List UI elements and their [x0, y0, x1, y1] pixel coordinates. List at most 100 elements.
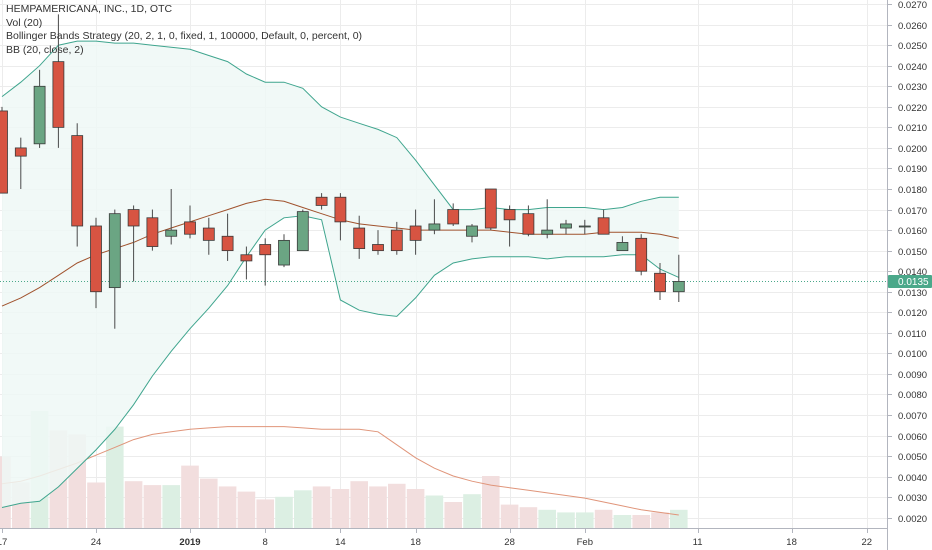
bollinger-lower-band [1, 215, 680, 508]
price-tick-label: 0.0150 [898, 247, 927, 258]
candlesticks [0, 14, 685, 329]
volume-bar [106, 426, 124, 528]
last-price-tag: 0.0135 [888, 275, 932, 288]
candle [522, 205, 535, 237]
time-tick-label: 2019 [179, 537, 200, 548]
candle-body [221, 235, 234, 252]
time-tick-label: 17 [0, 537, 7, 548]
volume-bar [576, 512, 594, 528]
candle-body [522, 213, 535, 235]
price-axis[interactable]: 0.0270 0.0260 0.0250 0.0240 0.0230 0.0220 0.02… [888, 0, 927, 525]
price-tick-label: 0.0170 [898, 206, 927, 217]
candle [259, 238, 272, 286]
candle-body [14, 147, 27, 157]
candle-body [165, 229, 178, 237]
candle [560, 219, 572, 235]
candle [578, 219, 591, 235]
candle-body [635, 237, 648, 272]
price-tick-label: 0.0100 [898, 349, 927, 360]
price-tick-label: 0.0140 [898, 267, 927, 278]
time-tick-label: 18 [786, 537, 797, 548]
candle [654, 262, 666, 300]
price-tick-label: 0.0190 [898, 164, 927, 175]
price-tick-label: 0.0040 [898, 473, 927, 484]
candle [108, 209, 121, 329]
price-tick-label: 0.0210 [898, 123, 927, 134]
volume-bar [651, 512, 669, 528]
candle-body [71, 135, 84, 227]
candle [33, 69, 46, 148]
candle [428, 199, 441, 235]
candle [165, 189, 178, 245]
candle [616, 236, 629, 252]
price-tick-label: 0.0130 [898, 288, 927, 299]
price-tick-label: 0.0240 [898, 62, 927, 73]
price-tick-label: 0.0060 [898, 432, 927, 443]
candle [635, 234, 648, 276]
volume-bar [388, 483, 406, 528]
candle-body [146, 217, 159, 247]
volume-bar [331, 489, 350, 528]
candle [334, 193, 347, 241]
volume-bar [406, 489, 425, 528]
candle-body [672, 281, 685, 293]
price-tick-label: 0.0020 [898, 514, 927, 525]
symbol-title[interactable]: HEMPAMERICANA, INC., 1D, OTC [6, 3, 173, 15]
candle-body [484, 188, 497, 229]
volume-bar [444, 502, 462, 528]
candle [278, 234, 290, 268]
volume-bar [613, 515, 632, 528]
candle-body [409, 225, 422, 241]
price-tick-label: 0.0070 [898, 411, 927, 422]
candle [503, 205, 516, 247]
candle [672, 254, 685, 303]
time-tick-label: 14 [335, 537, 346, 548]
candle-body [202, 227, 215, 241]
candle [90, 217, 102, 309]
candle-body [616, 242, 629, 252]
volume-bar [200, 478, 218, 528]
candle-body [428, 223, 441, 231]
candle-body [447, 209, 460, 225]
volume-bar [181, 465, 199, 528]
volume-bar [594, 509, 613, 528]
candle [296, 209, 309, 252]
candle [597, 209, 610, 235]
volume-bar [369, 486, 387, 528]
candle [52, 14, 65, 148]
volume-bar [162, 485, 180, 528]
last-price-label: 0.0135 [898, 277, 929, 288]
candle-body [33, 85, 46, 145]
volume-bar [143, 485, 162, 528]
candle [146, 209, 159, 251]
candle-body [90, 225, 102, 293]
volume-bar [256, 499, 274, 528]
volume-bar [482, 476, 500, 528]
candle [0, 106, 8, 194]
candle-body [353, 227, 366, 249]
volume-bar [312, 486, 331, 528]
time-tick-label: 8 [263, 537, 268, 548]
bollinger-indicator-label[interactable]: BB (20, close, 2) [6, 43, 84, 56]
strategy-indicator-label[interactable]: Bollinger Bands Strategy (20, 2, 1, 0, f… [6, 30, 363, 42]
candle-body [541, 229, 554, 235]
candle [447, 203, 460, 226]
price-tick-label: 0.0080 [898, 390, 927, 401]
candle [221, 213, 234, 261]
candle-body [466, 225, 478, 237]
volume-indicator-label[interactable]: Vol (20) [6, 16, 43, 29]
candle-body [127, 209, 140, 227]
candle [484, 188, 497, 231]
price-tick-label: 0.0250 [898, 41, 927, 52]
price-tick-label: 0.0050 [898, 452, 927, 463]
candle-body [259, 244, 272, 256]
candle-body [278, 239, 290, 266]
candle-body [52, 61, 65, 128]
candle-body [372, 244, 384, 252]
volume-bar [538, 509, 556, 528]
price-tick-label: 0.0030 [898, 493, 927, 504]
time-axis[interactable]: 17 24 2019 8 14 18 28 Feb 11 18 22 [0, 529, 872, 548]
candle [409, 209, 422, 255]
candle [202, 217, 215, 255]
